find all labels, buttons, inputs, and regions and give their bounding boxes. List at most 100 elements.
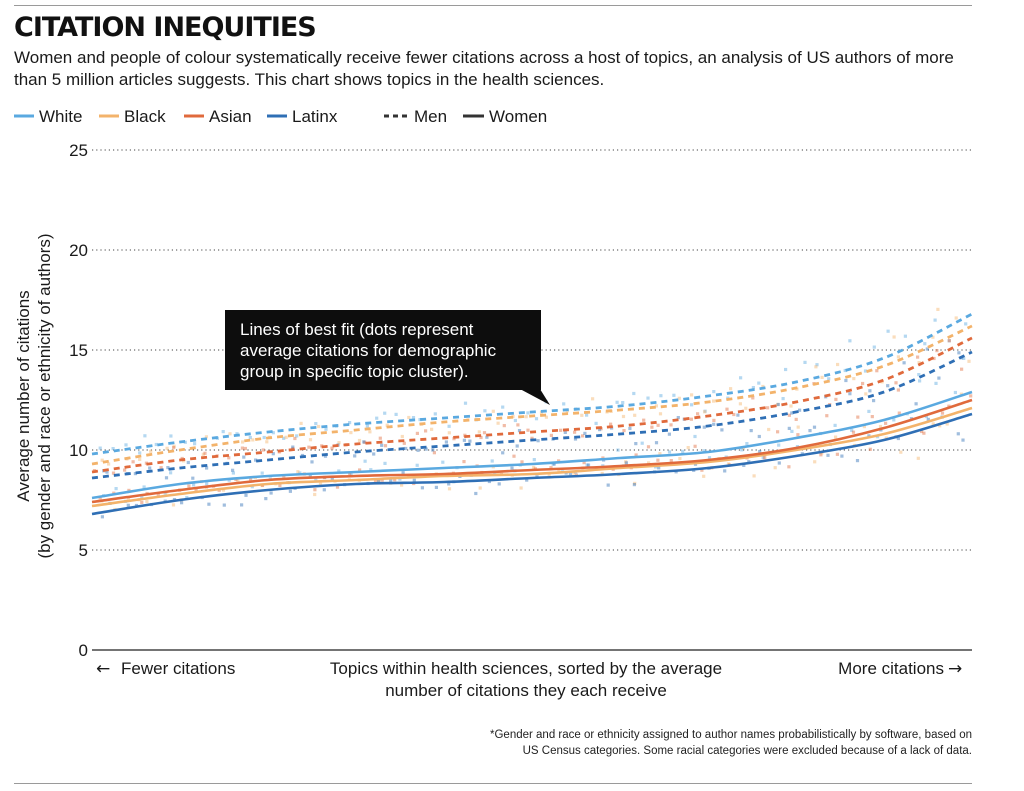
data-dot [510, 466, 514, 470]
data-dot [932, 356, 936, 361]
data-dot [394, 412, 398, 416]
data-dot [501, 451, 505, 455]
data-dot [856, 415, 860, 419]
data-dot [582, 461, 586, 465]
data-dot [296, 470, 300, 474]
data-dot [171, 503, 176, 507]
data-dot [307, 445, 311, 449]
data-dot [447, 487, 452, 491]
annotation-text-line: Lines of best fit (dots represent [240, 320, 474, 339]
y-tick-label: 10 [69, 441, 88, 460]
data-dot [868, 389, 872, 393]
data-dot [962, 356, 966, 360]
x-axis-labels: ← Fewer citations More citations → Topics wi… [96, 659, 962, 700]
data-dot [383, 444, 388, 448]
data-dot [736, 413, 740, 417]
data-dot [138, 457, 142, 461]
data-dot [244, 493, 248, 497]
data-dot [937, 376, 941, 380]
data-dot [517, 429, 522, 433]
data-dot [916, 456, 920, 460]
data-dot [586, 463, 591, 467]
data-dot [700, 468, 704, 472]
data-dot [221, 488, 226, 492]
footnote: *Gender and race or ethnicity assigned t… [352, 727, 972, 759]
data-dot [642, 418, 646, 422]
x-axis-title-line-1: Topics within health sciences, sorted by… [330, 659, 722, 678]
data-dot [594, 421, 598, 425]
data-dot [732, 412, 736, 417]
right-arrow: → [948, 659, 962, 679]
data-dot [154, 442, 158, 447]
data-dot [299, 421, 303, 425]
data-dot [568, 472, 572, 476]
data-dot [324, 427, 328, 431]
data-dot [827, 377, 831, 381]
annotation-text-line: average citations for demographic [240, 341, 497, 360]
data-dot [938, 424, 942, 428]
data-dot [512, 454, 516, 458]
fit-lines [91, 312, 973, 516]
data-dot [848, 339, 852, 343]
data-dot [393, 478, 397, 482]
data-dot [389, 479, 393, 483]
data-dot [100, 515, 104, 519]
data-dot [926, 417, 930, 421]
data-dot [819, 453, 823, 457]
data-dot [573, 430, 577, 434]
data-dot [411, 416, 416, 420]
data-dot [204, 435, 208, 439]
data-dot [271, 431, 275, 435]
data-dot [676, 416, 680, 420]
data-dot [945, 422, 949, 426]
data-dot [236, 479, 240, 483]
data-dot [654, 441, 659, 445]
data-dot [140, 495, 144, 499]
data-dot [337, 441, 341, 445]
data-dot [862, 425, 866, 429]
data-dot [902, 361, 906, 365]
annotation-box-bg [225, 310, 541, 390]
data-dot [369, 468, 373, 472]
data-dot [766, 406, 770, 410]
data-dot [957, 351, 961, 355]
data-dot [415, 463, 419, 467]
data-dot [892, 335, 896, 339]
data-dot [323, 454, 328, 458]
data-dot [318, 482, 323, 486]
data-dot [551, 462, 555, 466]
data-dot [478, 486, 482, 490]
data-dot [516, 423, 520, 427]
data-dot [787, 465, 791, 469]
data-dot [310, 460, 314, 464]
data-dot [242, 455, 246, 459]
data-dot [186, 460, 190, 465]
data-dot [194, 488, 198, 492]
data-dot [953, 390, 957, 395]
data-dot [815, 363, 819, 367]
data-dot [572, 471, 576, 475]
data-dot [712, 390, 716, 394]
data-dot [180, 501, 184, 505]
data-dot [380, 478, 384, 482]
data-dot [836, 362, 840, 367]
fit-line-asian-women [91, 398, 973, 504]
data-dot [693, 444, 697, 448]
data-dot [534, 417, 539, 421]
data-dot [914, 402, 918, 406]
data-dot [284, 435, 288, 439]
footnote-line-1: *Gender and race or ethnicity assigned t… [490, 729, 972, 741]
x-right-label: More citations [838, 659, 944, 678]
data-dot [549, 466, 553, 470]
data-dot [530, 436, 534, 440]
data-dot [667, 450, 672, 454]
data-dot [776, 402, 780, 407]
data-dot [357, 438, 362, 443]
data-dot [796, 425, 800, 429]
data-dot [808, 429, 812, 433]
data-dot [851, 430, 856, 434]
data-dot [654, 404, 658, 408]
data-dot [634, 442, 638, 446]
data-dot [373, 479, 378, 483]
data-dot [362, 440, 366, 444]
